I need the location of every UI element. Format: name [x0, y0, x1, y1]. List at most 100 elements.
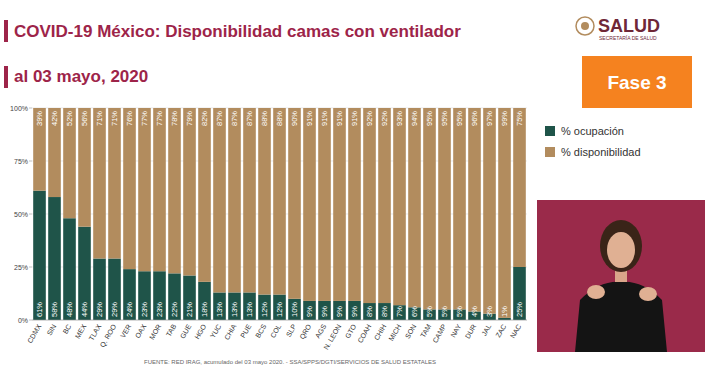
bar-segment	[93, 108, 106, 259]
bar-segment	[363, 108, 376, 303]
data-label: 42%	[50, 111, 59, 126]
video-hair	[600, 220, 642, 272]
x-tick-label: ZAC	[494, 323, 507, 339]
data-label: 29%	[110, 302, 119, 317]
y-tick	[29, 161, 32, 162]
data-label: 76%	[125, 111, 134, 126]
bar-segment	[228, 108, 241, 292]
x-tick-label: COL	[269, 323, 282, 339]
data-label: 87%	[230, 111, 239, 126]
x-tick-label: NAY	[449, 323, 462, 339]
phase-label: Fase 3	[607, 72, 666, 93]
data-label: 90%	[290, 111, 299, 126]
bar-segment	[213, 292, 226, 320]
data-label: 77%	[155, 111, 164, 126]
bar-segment	[198, 108, 211, 282]
chart: COVID-19 México: Disponibilidad camas co…	[0, 0, 720, 392]
phase-badge	[582, 56, 692, 108]
data-label: 4%	[470, 306, 479, 317]
video-hand	[587, 285, 605, 299]
data-label: 7%	[395, 306, 404, 317]
bar-segment	[318, 301, 331, 320]
bar-segment	[108, 108, 121, 259]
bar-segment	[303, 301, 316, 320]
data-label: 71%	[110, 111, 119, 126]
data-label: 75%	[515, 111, 524, 126]
x-tick-label: CHIH	[373, 323, 388, 341]
data-label: 87%	[215, 111, 224, 126]
data-label: 82%	[200, 111, 209, 126]
bar-segment	[333, 301, 346, 320]
bar-segment	[243, 108, 256, 292]
bar-segment	[348, 108, 361, 301]
data-label: 39%	[35, 111, 44, 126]
bar-segment	[138, 271, 151, 320]
bar-segment	[258, 108, 271, 295]
data-label: 21%	[185, 302, 194, 317]
bar-segment	[243, 292, 256, 320]
video-face	[607, 232, 635, 268]
data-label: 97%	[485, 111, 494, 126]
y-tick-label: 25%	[14, 264, 28, 271]
legend-swatch	[545, 147, 555, 157]
x-tick-label: YUC	[209, 323, 222, 339]
data-label: 8%	[365, 306, 374, 317]
x-tick-label: HGO	[193, 323, 207, 341]
data-label: 44%	[80, 302, 89, 317]
bar-segment	[378, 108, 391, 303]
data-labels: 61%39%58%42%48%52%44%56%29%71%29%71%24%7…	[35, 111, 524, 317]
bar-segment	[363, 303, 376, 320]
bar-segment	[183, 275, 196, 320]
data-label: 6%	[410, 306, 419, 317]
data-label: 79%	[185, 111, 194, 126]
data-label: 99%	[500, 111, 509, 126]
data-label: 22%	[170, 302, 179, 317]
bars	[33, 108, 526, 320]
x-tick-label: QRO	[298, 323, 313, 341]
bar-segment	[108, 259, 121, 320]
bar-segment	[288, 108, 301, 299]
video-body	[575, 282, 667, 352]
bar-segment	[168, 273, 181, 320]
x-tick-label: CAMP	[431, 323, 447, 344]
data-label: 8%	[380, 306, 389, 317]
bar-segment	[393, 305, 406, 320]
legend-label: % ocupación	[561, 125, 624, 137]
x-tick-label: CDMX	[26, 323, 43, 345]
data-label: 91%	[305, 111, 314, 126]
data-label: 13%	[230, 302, 239, 317]
x-tick-label: MEX	[74, 323, 88, 340]
data-label: 5%	[425, 306, 434, 317]
data-label: 9%	[305, 306, 314, 317]
grid	[32, 108, 527, 320]
x-tick-label: JAL	[480, 323, 492, 337]
data-label: 91%	[320, 111, 329, 126]
y-tick	[29, 214, 32, 215]
x-tick-label: NAC	[509, 323, 522, 339]
data-label: 88%	[260, 111, 269, 126]
data-label: 3%	[485, 306, 494, 317]
data-label: 23%	[140, 302, 149, 317]
bar-segment	[318, 108, 331, 301]
y-tick	[29, 267, 32, 268]
data-label: 61%	[35, 302, 44, 317]
y-tick-label: 75%	[14, 158, 28, 165]
y-tick	[29, 320, 32, 321]
y-tick	[29, 108, 32, 109]
source: FUENTE: RED IRAG, acumulado del 03 mayo …	[144, 359, 436, 365]
data-label: 18%	[200, 302, 209, 317]
x-tick-label: TAB	[165, 323, 178, 338]
x-tick-label: SLP	[285, 323, 298, 338]
bar-segment	[168, 108, 181, 273]
bar-segment	[198, 282, 211, 320]
x-tick-label: GUE	[179, 323, 193, 340]
x-axis	[32, 320, 527, 321]
bar-segment	[48, 108, 61, 197]
x-tick-label: DUR	[464, 323, 478, 340]
data-label: 5%	[455, 306, 464, 317]
bar-segment	[153, 271, 166, 320]
bar-segment	[498, 318, 511, 320]
page: {"chart_data": { "type": "bar", "stacked…	[0, 0, 720, 392]
title: COVID-19 México: Disponibilidad camas co…	[14, 22, 461, 41]
x-tick-label: SIN	[45, 323, 57, 337]
